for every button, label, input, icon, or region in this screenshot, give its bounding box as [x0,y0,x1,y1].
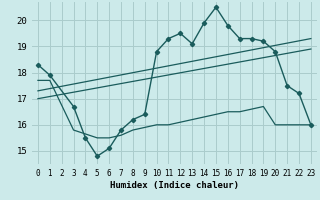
X-axis label: Humidex (Indice chaleur): Humidex (Indice chaleur) [110,181,239,190]
